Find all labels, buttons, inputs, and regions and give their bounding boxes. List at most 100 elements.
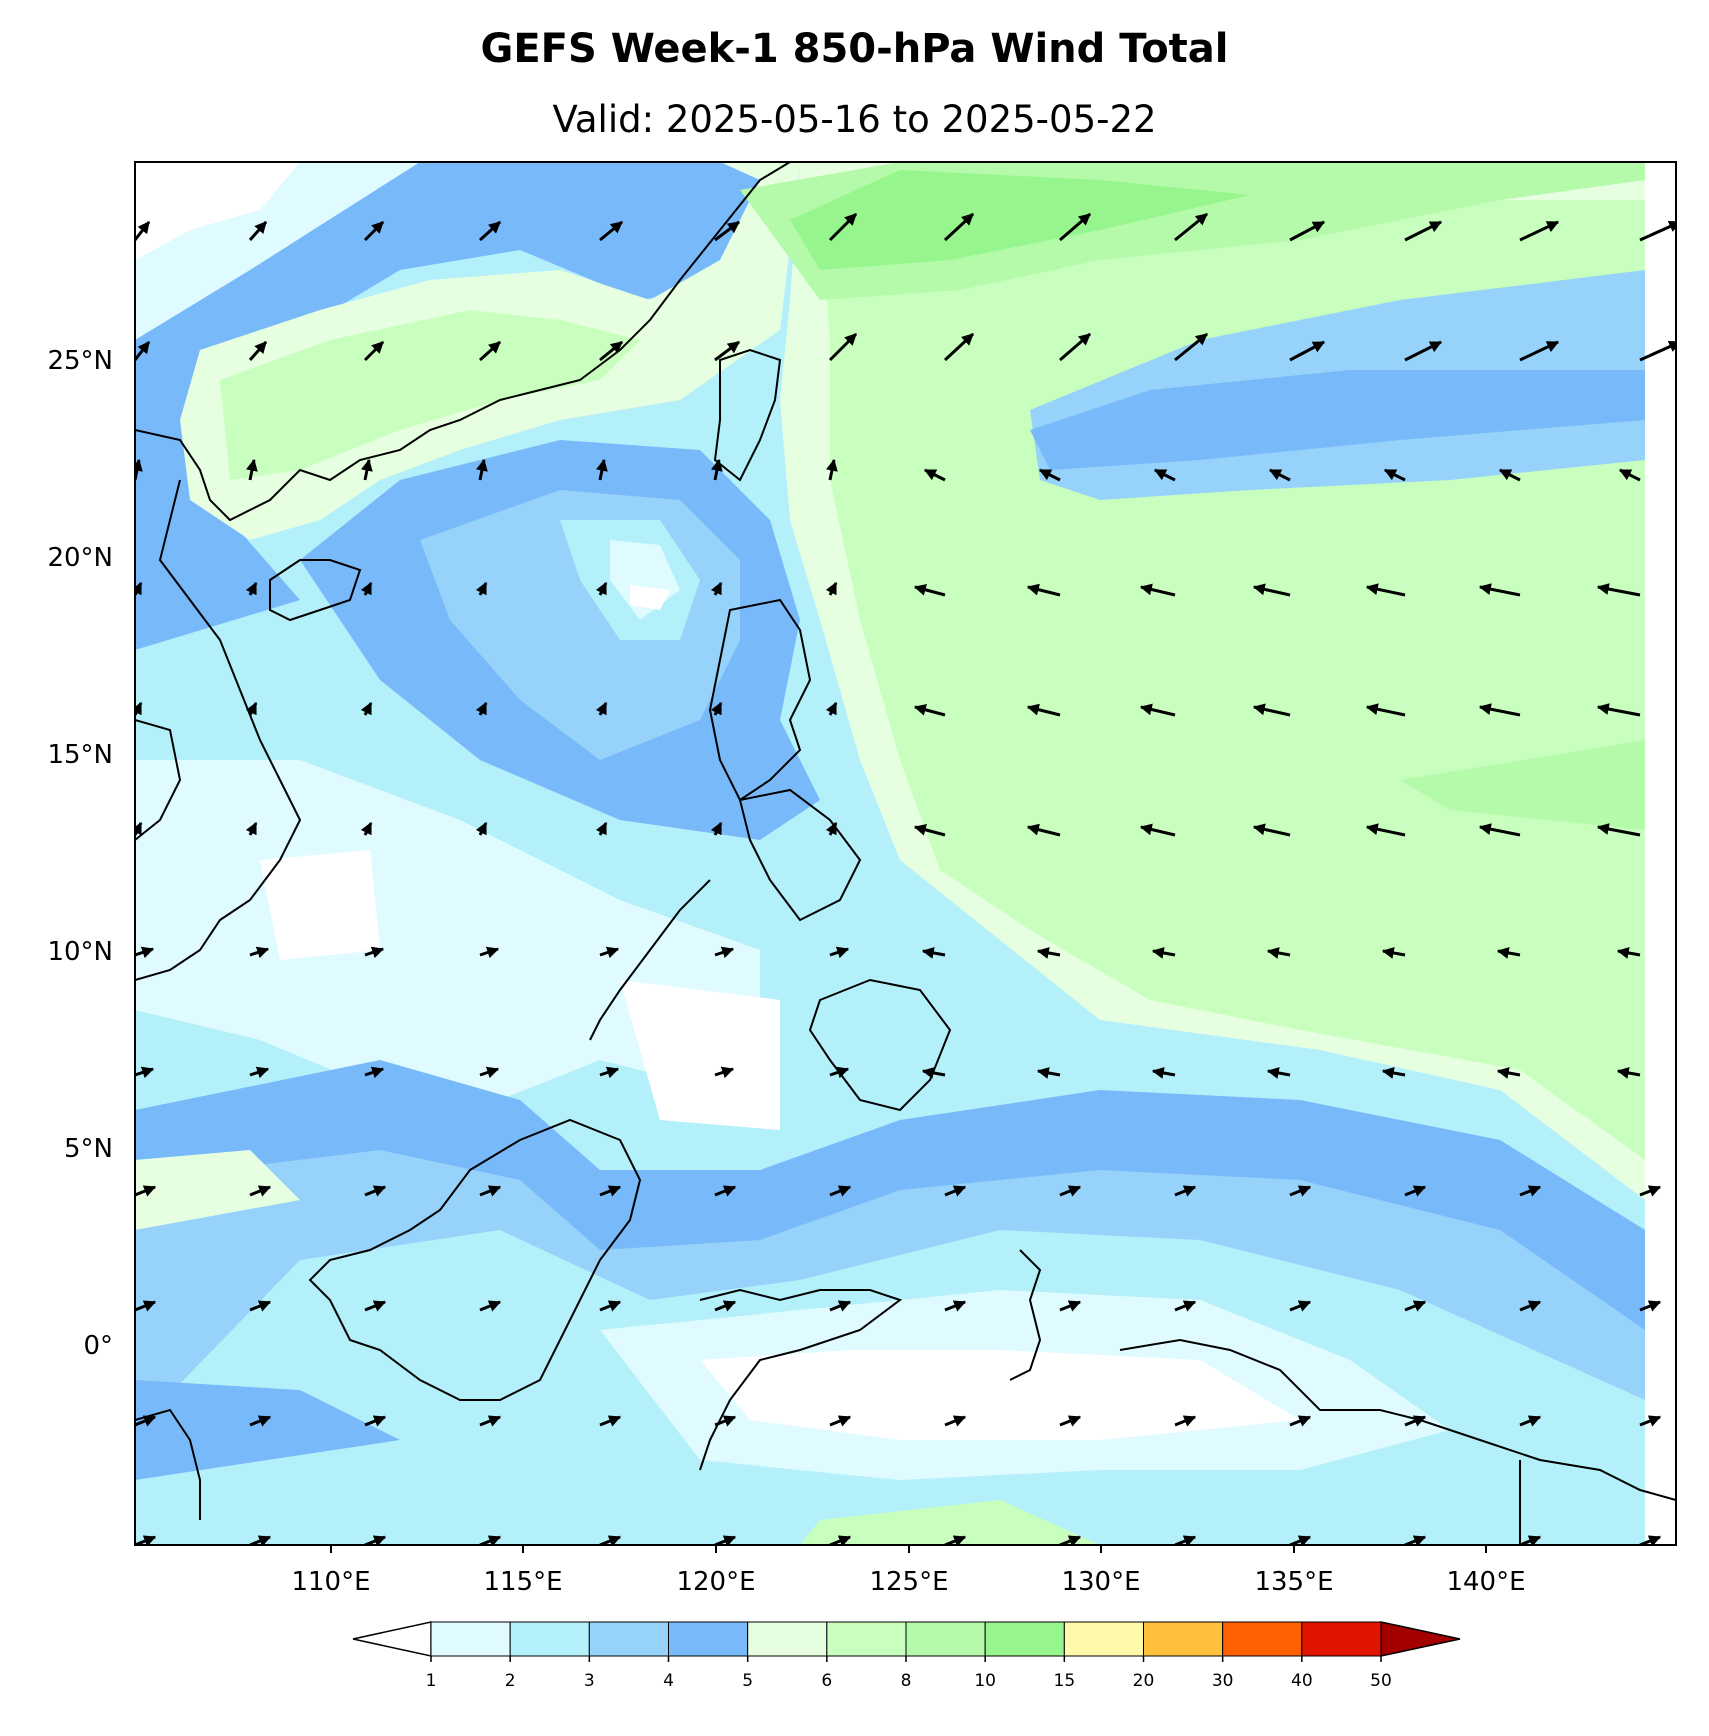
wind-arrow-icon xyxy=(923,468,946,482)
map-frame xyxy=(134,161,1677,1546)
wind-arrow-icon xyxy=(1381,947,1406,959)
wind-arrow-icon xyxy=(944,1415,967,1427)
wind-arrow-icon xyxy=(1404,1185,1427,1197)
wind-arrow-icon xyxy=(710,821,723,836)
wind-arrow-icon xyxy=(829,946,850,959)
wind-arrow-icon xyxy=(364,946,385,959)
wind-arrow-icon xyxy=(360,821,373,836)
wind-arrow-icon xyxy=(479,1535,502,1545)
wind-arrow-icon xyxy=(364,1185,387,1197)
colorbar-swatch xyxy=(509,1621,590,1657)
wind-arrow-icon xyxy=(1496,1067,1521,1079)
wind-arrow-icon xyxy=(944,1535,967,1545)
wind-arrow-icon xyxy=(599,1185,622,1197)
map-subtitle: Valid: 2025-05-16 to 2025-05-22 xyxy=(552,98,1157,141)
wind-arrow-icon xyxy=(478,340,502,362)
wind-arrow-icon xyxy=(828,332,858,362)
lat-tick-label: 5°N xyxy=(64,1134,113,1164)
wind-arrow-icon xyxy=(714,1185,737,1197)
wind-arrow-icon xyxy=(1404,1300,1427,1312)
wind-arrow-icon xyxy=(1059,1300,1082,1312)
wind-arrow-icon xyxy=(829,1185,852,1197)
colorbar-swatch xyxy=(747,1621,828,1657)
wind-arrow-icon xyxy=(595,458,608,481)
wind-arrow-icon xyxy=(599,1535,622,1545)
wind-arrow-icon xyxy=(478,220,502,242)
wind-arrow-icon xyxy=(1174,1300,1197,1312)
wind-arrow-icon xyxy=(479,946,500,959)
wind-arrow-icon xyxy=(135,1185,157,1197)
wind-arrow-icon xyxy=(1478,823,1521,837)
wind-arrow-icon xyxy=(363,340,385,362)
wind-arrow-icon xyxy=(944,1185,967,1197)
wind-arrow-icon xyxy=(249,1066,270,1079)
wind-arrow-icon xyxy=(1496,947,1521,959)
colorbar-label: 10 xyxy=(974,1671,996,1691)
wind-arrow-icon xyxy=(1289,340,1326,362)
wind-arrow-icon xyxy=(1616,947,1641,959)
wind-arrow-icon xyxy=(1519,220,1560,242)
wind-arrow-icon xyxy=(249,1300,272,1312)
colorbar-label: 3 xyxy=(584,1671,595,1691)
wind-arrow-icon xyxy=(1289,1535,1312,1545)
wind-arrow-icon xyxy=(714,1300,737,1312)
wind-arrow-icon xyxy=(1289,1415,1312,1427)
wind-arrow-icon xyxy=(364,1535,387,1545)
wind-arrow-icon xyxy=(710,581,723,596)
wind-arrow-icon xyxy=(943,212,975,242)
wind-arrow-icon xyxy=(135,1066,155,1079)
wind-arrow-icon xyxy=(249,1415,272,1427)
wind-arrow-icon xyxy=(1059,1185,1082,1197)
wind-arrow-icon xyxy=(913,583,946,597)
wind-arrow-icon xyxy=(714,220,740,242)
wind-arrow-icon xyxy=(1639,1185,1662,1197)
wind-arrow-icon xyxy=(364,1415,387,1427)
lat-tick-label: 20°N xyxy=(47,543,113,573)
wind-arrow-icon xyxy=(245,701,258,716)
colorbar-label: 1 xyxy=(426,1671,437,1691)
wind-arrow-icon xyxy=(1038,468,1061,482)
wind-arrow-icon xyxy=(1639,340,1676,362)
wind-arrow-icon xyxy=(1266,1067,1291,1079)
wind-arrow-icon xyxy=(1596,583,1641,597)
wind-arrow-icon xyxy=(1365,583,1406,597)
wind-arrow-icon xyxy=(1036,1067,1061,1079)
wind-arrow-icon xyxy=(248,341,268,361)
wind-arrow-icon xyxy=(1478,583,1521,597)
wind-arrow-icon xyxy=(479,1185,502,1197)
colorbar-swatch xyxy=(826,1621,907,1657)
wind-arrow-icon xyxy=(1059,1415,1082,1427)
latitude-ticks: 25°N 20°N 15°N 10°N 5°N 0° xyxy=(47,346,113,1361)
wind-arrow-icon xyxy=(1596,823,1641,837)
wind-arrow-icon xyxy=(1174,1415,1197,1427)
wind-arrow-icon xyxy=(1026,823,1061,837)
colorbar-swatch xyxy=(1143,1621,1224,1657)
colorbar-over-triangle xyxy=(1380,1621,1461,1657)
wind-arrow-icon xyxy=(248,221,268,241)
wind-arrow-icon xyxy=(825,581,838,596)
wind-arrow-icon xyxy=(1174,1185,1197,1197)
lat-tick-label: 15°N xyxy=(47,740,113,770)
lat-tick-label: 25°N xyxy=(47,346,113,376)
wind-arrow-icon xyxy=(364,1066,385,1079)
colorbar-swatch xyxy=(430,1621,511,1657)
wind-arrow-icon xyxy=(825,701,838,716)
wind-arrow-icon xyxy=(1639,1535,1662,1545)
colorbar-label: 6 xyxy=(821,1671,832,1691)
wind-arrow-icon xyxy=(364,1300,387,1312)
wind-arrow-icon xyxy=(479,1300,502,1312)
wind-arrow-icon xyxy=(249,946,270,959)
wind-arrow-icon xyxy=(825,821,838,836)
wind-arrow-icon xyxy=(479,1415,502,1427)
wind-arrow-icon xyxy=(714,1535,737,1545)
wind-arrow-icon xyxy=(829,1535,852,1545)
wind-arrow-icon xyxy=(1618,468,1641,482)
colorbar-swatch xyxy=(588,1621,669,1657)
wind-arrow-icon xyxy=(913,703,946,717)
colorbar-label: 20 xyxy=(1133,1671,1155,1691)
wind-arrow-icon xyxy=(1404,340,1443,362)
colorbar-label: 8 xyxy=(901,1671,912,1691)
wind-arrow-icon xyxy=(599,1300,622,1312)
colorbar-swatch xyxy=(1063,1621,1145,1657)
wind-arrow-icon xyxy=(1139,583,1176,597)
